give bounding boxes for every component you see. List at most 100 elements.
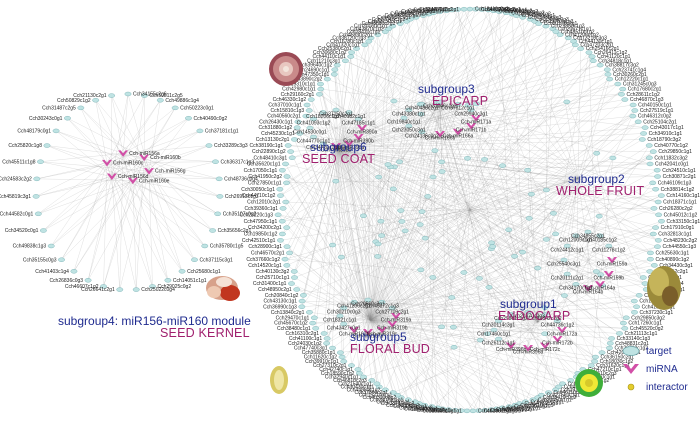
interactor-dot-icon [622, 382, 640, 392]
ring-target-node [646, 156, 652, 160]
ring-node-label: Cch45670c1g2 [274, 321, 308, 327]
ring-target-node [635, 120, 641, 124]
legend-label-target: target [646, 346, 672, 357]
ring-target-node [647, 251, 653, 255]
sg4-node-label: Cch21130c2g1 [73, 93, 106, 99]
sg4-target-node [78, 106, 84, 110]
inner-target-node [376, 175, 382, 179]
ring-node-label: Cch20840c1g2 [265, 293, 299, 299]
edge [88, 171, 149, 280]
sg4-target-node [44, 144, 50, 148]
inner-target-node [596, 214, 602, 218]
ring-target-node [605, 72, 611, 76]
edge [578, 49, 581, 178]
ring-node-label: Cch14520c1g1 [248, 263, 282, 269]
sg4-mirna-label: Cch-miR160b [150, 155, 181, 161]
node-label: Cch26112c1g1 [482, 341, 515, 347]
ring-node-label: Cch13130c2g1 [256, 137, 290, 143]
mirna-v-icon [622, 363, 640, 375]
ring-node-label: Cch38190c1g1 [250, 143, 284, 149]
legend-label-interactor: interactor [646, 382, 688, 393]
ring-node-label: Cch37660c1g2 [246, 257, 280, 263]
ring-target-node [658, 194, 664, 198]
node-label: Cch-miR396b [496, 347, 527, 353]
inner-target-node [419, 210, 425, 214]
inner-target-node [594, 151, 600, 155]
edge [287, 177, 370, 320]
ring-node-label: Cch13840c2g1 [271, 310, 305, 316]
sg4-mirna-label: Cch-miR156g [155, 169, 186, 175]
ring-target-node [300, 293, 306, 297]
inner-target-node [430, 275, 436, 279]
ring-target-node [651, 263, 657, 267]
ring-node-label: Cch46190c2g2 [478, 408, 512, 414]
ring-target-node [622, 326, 628, 330]
ring-target-node [655, 238, 661, 242]
sg4-target-node [71, 269, 77, 273]
inner-target-node [488, 241, 494, 245]
inner-target-node [399, 219, 405, 223]
ring-node-label: Cch31880c1g2 [259, 125, 293, 131]
inner-target-node [375, 242, 381, 246]
ring-node-label: Cch45230c1g1 [261, 131, 295, 137]
inner-target-node [375, 254, 381, 258]
ring-target-node [655, 213, 661, 217]
node-label: Cch40182c1g1 [332, 114, 366, 120]
sg4-node-label: Cch41403c1g4 [35, 269, 69, 275]
inner-target-node [461, 270, 467, 274]
node-label: Cch-miR172a [547, 332, 578, 338]
sg4-target-node [108, 94, 114, 98]
ring-target-node [283, 181, 289, 185]
node-label: Cch17460c1g1 [477, 332, 511, 338]
target-ellipse-icon [622, 346, 640, 356]
sg4-node-label: Cch24583c2g2 [0, 176, 32, 182]
inner-target-node [438, 160, 444, 164]
node-label: Cch23050c3g1 [392, 128, 426, 134]
ring-node-label: Cch26430c1g1 [259, 119, 293, 125]
ring-node-label: Cch48230c2g2 [663, 238, 697, 244]
sg4-node-label: Cch45511c1g8 [2, 159, 35, 165]
edge [149, 118, 189, 171]
edge [67, 118, 107, 163]
sg4-target-node [165, 278, 171, 282]
edge [370, 14, 429, 320]
ring-node-label: Cch30050c1g1 [241, 187, 275, 193]
sg4-node-label: Cch48179c0g1 [17, 128, 51, 134]
sg4-node-label: Cch25820c1g8 [8, 143, 42, 149]
ring-target-node [316, 92, 322, 96]
inner-target-node [476, 276, 482, 280]
node-label: Cch-miR172b [542, 341, 573, 347]
ring-target-node [279, 219, 285, 223]
sg4-target-node [212, 160, 218, 164]
inner-target-node [422, 236, 428, 240]
sg4-target-node [48, 244, 54, 248]
inner-target-node [378, 234, 384, 238]
inner-target-node [526, 216, 532, 220]
inner-target-node [464, 156, 470, 160]
sg4-target-node [172, 106, 178, 110]
ring-node-label: Cch46570c2g1 [251, 251, 285, 257]
ring-target-node [284, 245, 290, 249]
sg4-node-label: Cch14051c1g1 [173, 278, 207, 284]
ring-node-label: Cch48950c2g1 [258, 287, 292, 293]
sg4-target-node [53, 129, 59, 133]
inner-target-node [385, 163, 391, 167]
ring-target-node [650, 181, 656, 185]
sg4-node-label: Cch33289c3g3 [214, 143, 248, 149]
node-label: Cch27709c2g1 [375, 310, 409, 316]
inner-target-node [543, 188, 549, 192]
ring-target-node [652, 187, 658, 191]
edge [470, 210, 491, 410]
ring-target-node [331, 72, 337, 76]
ring-target-node [630, 114, 636, 118]
ring-target-node [299, 299, 305, 303]
ring-target-node [279, 232, 285, 236]
node-label: Cch25540c3g1 [547, 262, 581, 268]
inner-target-node [425, 194, 431, 198]
ring-node-label: Cch25710c1g1 [256, 275, 290, 281]
edge [538, 268, 556, 390]
node-label: Cch47185c1g1 [342, 121, 376, 127]
node-label: Cch19840c1g1 [387, 120, 421, 126]
seed-kernel-image [206, 276, 240, 301]
ring-target-node [306, 310, 312, 314]
